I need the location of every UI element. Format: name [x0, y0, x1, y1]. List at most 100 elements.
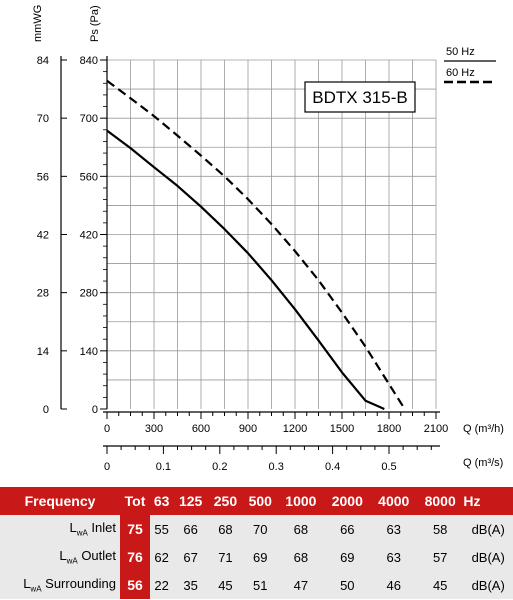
cell: 46 [386, 577, 401, 593]
row-label-rest: Inlet [87, 520, 116, 536]
row-tot: 75 [120, 515, 150, 543]
y2-tick-label: 70 [37, 113, 49, 125]
x2-tick-label: 0.3 [269, 461, 284, 473]
x-tick-label: 300 [145, 423, 163, 435]
row-unit: dB(A) [471, 577, 505, 593]
cell: 55 [154, 521, 169, 537]
cell: 62 [154, 549, 169, 565]
row-label-rest: Outlet [77, 548, 116, 564]
cell: 70 [253, 521, 268, 537]
row-unit: dB(A) [471, 521, 505, 537]
y2-tick-label: 0 [43, 404, 49, 416]
curve-50hz [106, 129, 385, 411]
y-tick-label: 840 [80, 55, 98, 67]
cell: 66 [340, 521, 355, 537]
cell: 69 [340, 549, 355, 565]
x-tick-label: 2100 [424, 423, 448, 435]
row-label: LwA Surrounding [0, 571, 120, 599]
row-label-sub: wA [76, 528, 88, 538]
cell: 58 [432, 521, 448, 537]
x2-axis-label: Q (m³/s) [463, 457, 503, 469]
x-tick-label: 0 [104, 423, 110, 435]
cell: 68 [293, 521, 309, 537]
header-125: 125 [178, 493, 203, 509]
x2-tick-label: 0.4 [325, 461, 340, 473]
cell: 45 [218, 577, 233, 593]
y-tick-label: 140 [80, 346, 98, 358]
curves [106, 79, 406, 411]
row-label-main: L [23, 576, 31, 592]
cell: 22 [154, 577, 169, 593]
table-row-outlet: LwA Outlet 76 62 67 71 69 68 69 63 57 dB… [0, 543, 513, 571]
cell: 57 [432, 549, 448, 565]
row-label: LwA Outlet [0, 543, 120, 571]
header-1000: 1000 [285, 493, 317, 509]
title-box [304, 81, 416, 113]
row-label-sub: wA [66, 556, 78, 566]
x2-tick-label: 0 [104, 461, 110, 473]
y-tick-label: 0 [92, 404, 98, 416]
row-tot: 56 [120, 571, 150, 599]
header-2000: 2000 [331, 493, 363, 509]
x2-tick-label: 0.1 [156, 461, 171, 473]
cell: 67 [183, 549, 198, 565]
x2-tick-label: 0.5 [381, 461, 396, 473]
y2-tick-label: 56 [37, 171, 49, 183]
cell: 68 [218, 521, 233, 537]
cell: 45 [432, 577, 448, 593]
header-63: 63 [153, 493, 170, 509]
x-tick-label: 900 [239, 423, 257, 435]
y2-axis-label: mmWG [32, 5, 44, 42]
header-4000: 4000 [378, 493, 410, 509]
y-tick-label: 280 [80, 288, 98, 300]
cell: 35 [183, 577, 198, 593]
cell: 50 [340, 577, 355, 593]
y2-tick-label: 84 [37, 55, 49, 67]
header-500: 500 [248, 493, 272, 509]
plot-grid [107, 59, 437, 409]
cell: 63 [386, 549, 401, 565]
curve-60hz [106, 79, 406, 410]
table-header-row: Frequency Tot 63 125 250 500 1000 2000 4… [0, 487, 513, 515]
y-tick-label: 560 [80, 171, 98, 183]
sound-power-table: Frequency Tot 63 125 250 500 1000 2000 4… [0, 487, 513, 599]
cell: 66 [183, 521, 198, 537]
row-label-sub: wA [30, 584, 42, 594]
y2-tick-label: 42 [37, 230, 49, 242]
row-label-rest: Surrounding [41, 576, 116, 592]
row-label-main: L [69, 520, 77, 536]
cell: 63 [386, 521, 401, 537]
header-250: 250 [213, 493, 238, 509]
row-tot: 76 [120, 543, 150, 571]
x-axis-label: Q (m³/h) [463, 423, 504, 435]
x-tick-label: 1800 [377, 423, 401, 435]
y2-tick-label: 28 [37, 288, 49, 300]
row-unit: dB(A) [471, 549, 505, 565]
cell: 68 [293, 549, 309, 565]
chart-title: BDTX 315-B [312, 88, 407, 107]
x-tick-label: 1500 [330, 423, 354, 435]
cell: 69 [253, 549, 268, 565]
x2-tick-label: 0.2 [212, 461, 227, 473]
y-axis-label: Ps (Pa) [89, 5, 101, 42]
y-tick-label: 420 [80, 230, 98, 242]
table-row-surrounding: LwA Surrounding 56 22 35 45 51 47 50 46 … [0, 571, 513, 599]
row-label-main: L [59, 548, 67, 564]
cell: 71 [218, 549, 233, 565]
x-tick-label: 1200 [283, 423, 307, 435]
x-tick-label: 600 [192, 423, 210, 435]
legend-label-60hz: 60 Hz [446, 67, 475, 79]
y2-tick-label: 14 [37, 346, 49, 358]
table-row-inlet: LwA Inlet 75 55 66 68 70 68 66 63 58 dB(… [0, 515, 513, 543]
cell: 51 [253, 577, 268, 593]
cell: 47 [293, 577, 309, 593]
header-frequency: Frequency [24, 493, 96, 509]
header-tot: Tot [124, 493, 146, 509]
legend-label-50hz: 50 Hz [446, 46, 475, 58]
header-8000: 8000 [424, 493, 456, 509]
y-tick-label: 700 [80, 113, 98, 125]
row-label: LwA Inlet [0, 515, 120, 543]
legend: 50 Hz 60 Hz [444, 46, 496, 84]
